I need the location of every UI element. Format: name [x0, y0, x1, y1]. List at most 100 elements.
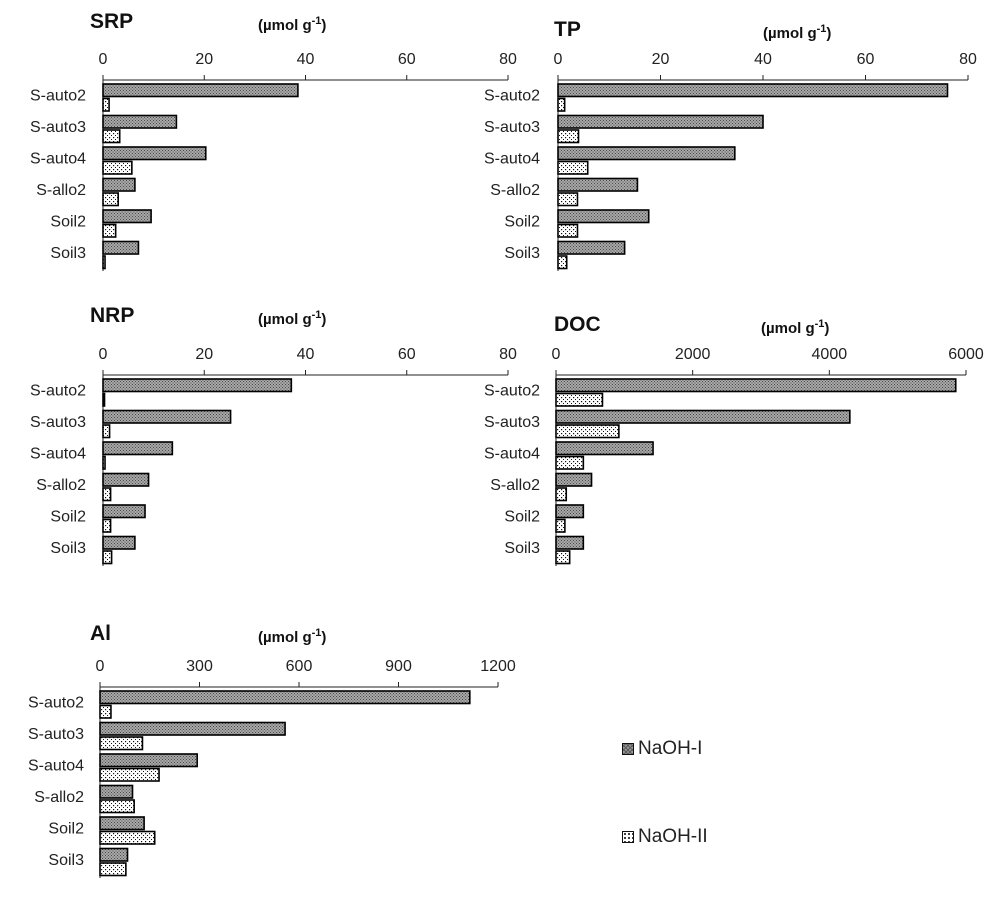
bar-naoh-ii: [555, 392, 604, 407]
bar-naoh-ii: [99, 704, 112, 719]
legend-label-naoh-i: NaOH-I: [638, 738, 703, 759]
bar-naoh-ii: [555, 550, 571, 565]
bar-naoh-i: [99, 721, 286, 736]
unit-label: (µmol g-1): [763, 23, 831, 42]
category-label: Soil2: [50, 509, 86, 526]
bar-naoh-i: [102, 114, 178, 129]
x-tick-label: 0: [554, 51, 563, 68]
category-label: S-auto3: [484, 119, 540, 136]
unit-label: (µmol g-1): [258, 309, 326, 328]
category-label: S-allo2: [34, 789, 84, 806]
bar-naoh-i: [557, 114, 764, 129]
legend-swatch-naoh-ii: [622, 831, 634, 843]
x-tick-label: 600: [286, 658, 313, 675]
bar-naoh-ii: [557, 97, 566, 112]
category-label: S-auto2: [484, 383, 540, 400]
bar-naoh-ii: [555, 455, 585, 470]
bar-naoh-i: [102, 209, 152, 224]
category-label: Soil2: [504, 509, 540, 526]
category-label: S-auto4: [30, 446, 86, 463]
bar-naoh-ii: [99, 736, 144, 751]
category-label: S-auto3: [28, 726, 84, 743]
bar-naoh-ii: [557, 129, 580, 144]
bar-naoh-i: [102, 535, 136, 550]
bar-naoh-i: [102, 472, 150, 487]
category-label: Soil2: [504, 214, 540, 231]
category-label: S-auto4: [30, 151, 86, 168]
bar-naoh-ii: [555, 518, 566, 533]
legend-item-naoh-ii: NaOH-II: [622, 826, 708, 848]
panel-title: Al: [90, 622, 111, 645]
bar-naoh-ii: [102, 129, 121, 144]
bar-naoh-i: [102, 177, 136, 192]
bar-naoh-ii: [557, 255, 568, 270]
bar-naoh-i: [102, 409, 232, 424]
category-label: S-allo2: [36, 182, 86, 199]
category-label: Soil3: [50, 540, 86, 557]
bar-naoh-i: [99, 816, 145, 831]
x-tick-label: 6000: [948, 346, 984, 363]
bar-naoh-i: [99, 690, 471, 705]
x-tick-label: 20: [652, 51, 670, 68]
bar-naoh-i: [555, 535, 585, 550]
x-tick-label: 0: [96, 658, 105, 675]
panel-doc: DOC (µmol g-1) 0 2000 4000 6000 S-auto2 S-auto3…: [484, 313, 984, 566]
bar-naoh-ii: [102, 160, 133, 175]
bar-naoh-i: [99, 784, 134, 799]
category-label: Soil3: [50, 245, 86, 262]
bar-naoh-i: [555, 409, 851, 424]
category-label: S-auto3: [30, 414, 86, 431]
panel-title: NRP: [90, 304, 134, 327]
bar-naoh-i: [555, 472, 593, 487]
category-label: Soil2: [50, 214, 86, 231]
x-tick-label: 80: [499, 51, 517, 68]
bar-naoh-i: [99, 753, 198, 768]
category-label: S-auto4: [484, 151, 540, 168]
panel-tp: TP (µmol g-1) 0 20 40 60 80 S-auto2 S-auto3 S-aut…: [484, 18, 977, 271]
category-label: S-auto2: [28, 695, 84, 712]
bar-naoh-i: [555, 441, 654, 456]
x-tick-label: 2000: [675, 346, 711, 363]
category-label: S-auto2: [30, 383, 86, 400]
bar-naoh-ii: [557, 192, 579, 207]
bar-naoh-ii: [99, 767, 160, 782]
x-tick-label: 40: [297, 51, 315, 68]
x-tick-label: 40: [754, 51, 772, 68]
bar-naoh-i: [102, 146, 207, 161]
category-label: S-auto4: [28, 758, 84, 775]
bar-naoh-i: [102, 504, 146, 519]
x-tick-label: 1200: [480, 658, 516, 675]
bar-naoh-ii: [555, 487, 568, 502]
bar-naoh-i: [102, 240, 140, 255]
x-tick-label: 80: [499, 346, 517, 363]
panel-title: TP: [554, 18, 581, 41]
category-label: S-auto3: [30, 119, 86, 136]
category-label: S-auto4: [484, 446, 540, 463]
bar-naoh-ii: [99, 862, 127, 877]
bar-naoh-i: [555, 378, 957, 393]
x-tick-label: 4000: [812, 346, 848, 363]
bar-naoh-i: [102, 441, 174, 456]
category-label: S-allo2: [490, 182, 540, 199]
x-tick-label: 60: [857, 51, 875, 68]
panel-title: SRP: [90, 10, 133, 33]
figure-canvas: SRP (µmol g-1) 0 20 40 60 80 S-auto2 S-auto3 S-au…: [28, 10, 984, 878]
bar-naoh-i: [102, 83, 299, 98]
x-tick-label: 40: [297, 346, 315, 363]
bar-naoh-ii: [557, 160, 589, 175]
panel-srp: SRP (µmol g-1) 0 20 40 60 80 S-auto2 S-auto3 S-au…: [30, 10, 517, 271]
bar-naoh-ii: [102, 550, 113, 565]
x-tick-label: 0: [99, 346, 108, 363]
x-tick-label: 20: [195, 51, 213, 68]
unit-label: (µmol g-1): [258, 15, 326, 34]
category-label: S-allo2: [36, 477, 86, 494]
panel-nrp: NRP (µmol g-1) 0 20 40 60 80 S-auto2 S-auto3 S-au…: [30, 304, 517, 566]
bar-naoh-i: [557, 83, 949, 98]
category-label: Soil2: [48, 821, 84, 838]
panel-title: DOC: [554, 313, 601, 336]
bar-naoh-ii: [102, 487, 112, 502]
bar-naoh-ii: [555, 424, 620, 439]
bar-naoh-i: [557, 177, 639, 192]
x-tick-label: 60: [398, 346, 416, 363]
unit-label: (µmol g-1): [761, 318, 829, 337]
